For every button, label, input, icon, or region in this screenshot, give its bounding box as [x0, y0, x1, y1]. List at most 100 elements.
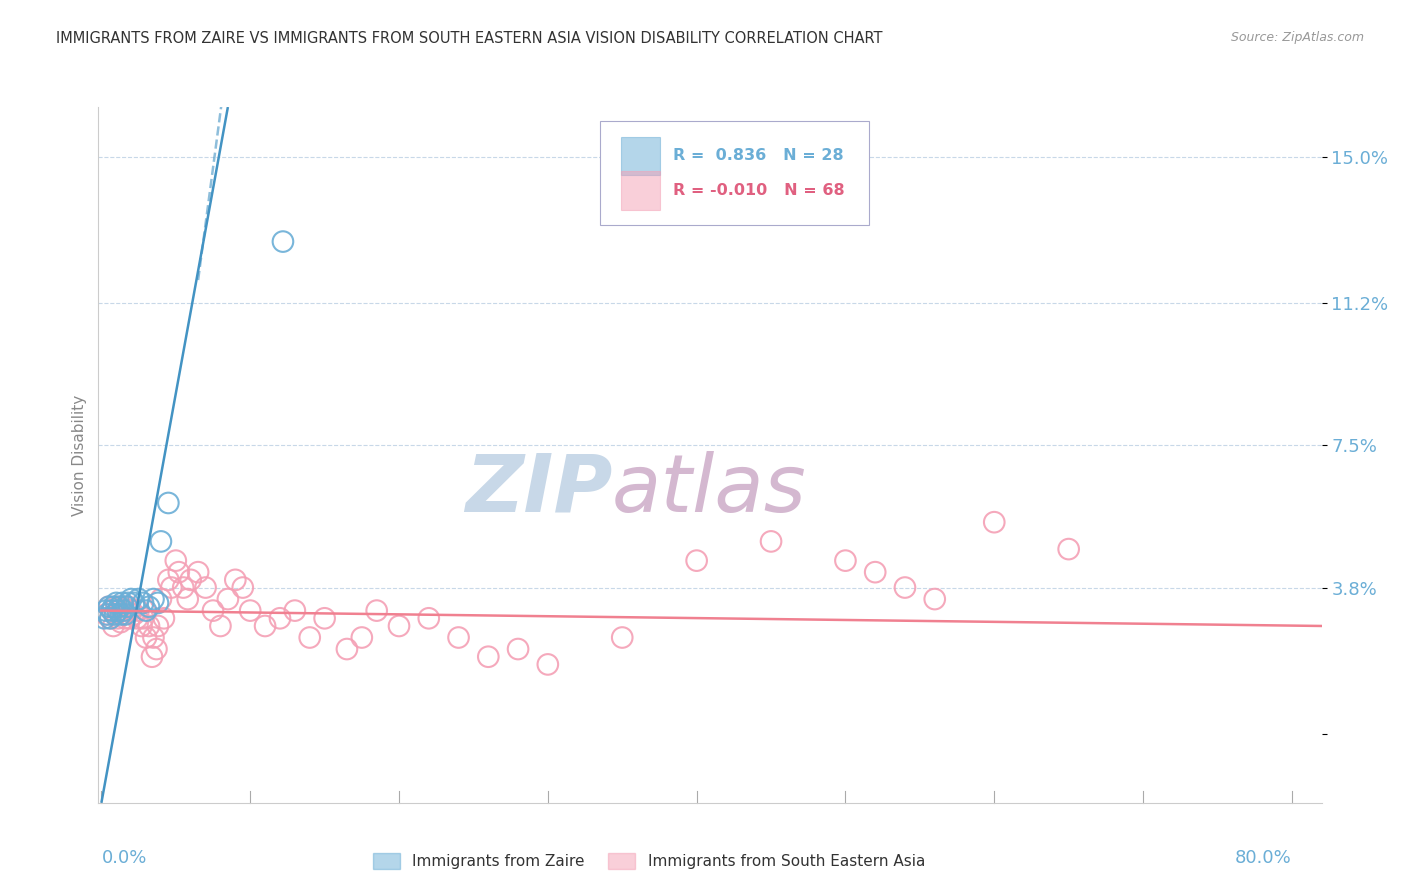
Point	[685, 554, 707, 568]
Point	[97, 599, 120, 614]
Point	[127, 611, 149, 625]
Point	[180, 573, 202, 587]
Text: R =  0.836   N = 28: R = 0.836 N = 28	[673, 148, 844, 163]
Point	[366, 604, 388, 618]
Point	[177, 592, 200, 607]
Point	[104, 607, 127, 622]
Point	[142, 592, 165, 607]
Point	[149, 534, 172, 549]
Point	[336, 642, 359, 657]
Point	[112, 607, 135, 622]
Point	[105, 596, 128, 610]
Point	[759, 534, 782, 549]
Point	[138, 599, 160, 614]
Point	[135, 604, 157, 618]
Point	[217, 592, 239, 607]
Point	[167, 565, 190, 579]
Point	[145, 642, 167, 657]
Point	[254, 619, 277, 633]
Text: 0.0%: 0.0%	[101, 849, 146, 867]
Point	[107, 611, 129, 625]
Point	[201, 604, 224, 618]
Point	[149, 592, 172, 607]
Point	[107, 604, 129, 618]
Point	[110, 607, 132, 622]
Point	[98, 611, 121, 625]
Point	[96, 607, 118, 622]
Point	[209, 619, 232, 633]
Point	[103, 619, 125, 633]
Point	[983, 515, 1005, 529]
Point	[172, 581, 194, 595]
Point	[132, 596, 155, 610]
Point	[101, 604, 124, 618]
Point	[612, 631, 634, 645]
Point	[157, 496, 180, 510]
Point	[418, 611, 440, 625]
Y-axis label: Vision Disability: Vision Disability	[72, 394, 87, 516]
Text: Source: ZipAtlas.com: Source: ZipAtlas.com	[1230, 31, 1364, 45]
Point	[269, 611, 291, 625]
Legend: Immigrants from Zaire, Immigrants from South Eastern Asia: Immigrants from Zaire, Immigrants from S…	[367, 847, 931, 875]
Point	[105, 599, 128, 614]
Point	[101, 604, 124, 618]
Point	[110, 615, 132, 629]
Point	[117, 599, 139, 614]
Point	[314, 611, 336, 625]
Point	[112, 604, 135, 618]
Point	[388, 619, 411, 633]
Point	[98, 611, 121, 625]
Point	[108, 604, 131, 618]
Point	[138, 619, 160, 633]
Point	[141, 649, 163, 664]
Point	[108, 599, 131, 614]
Point	[118, 611, 141, 625]
Point	[165, 554, 187, 568]
Point	[187, 565, 209, 579]
Point	[506, 642, 529, 657]
Text: ZIP: ZIP	[465, 450, 612, 529]
Point	[1057, 542, 1080, 557]
Point	[157, 573, 180, 587]
Point	[114, 611, 136, 625]
Point	[298, 631, 321, 645]
Text: R = -0.010   N = 68: R = -0.010 N = 68	[673, 183, 845, 198]
Point	[160, 581, 183, 595]
Point	[132, 611, 155, 625]
Point	[477, 649, 499, 664]
Point	[834, 554, 856, 568]
Point	[232, 581, 254, 595]
Point	[863, 565, 886, 579]
Point	[111, 596, 134, 610]
Bar	[620, 136, 659, 175]
Point	[924, 592, 946, 607]
Point	[350, 631, 373, 645]
FancyBboxPatch shape	[600, 121, 869, 226]
Point	[271, 235, 294, 249]
Point	[111, 599, 134, 614]
Point	[117, 596, 139, 610]
Text: atlas: atlas	[612, 450, 807, 529]
Point	[97, 599, 120, 614]
Point	[115, 604, 138, 618]
Point	[537, 657, 560, 672]
Point	[114, 607, 136, 622]
Point	[120, 592, 142, 607]
Point	[93, 611, 115, 625]
Point	[128, 604, 150, 618]
Bar	[620, 171, 659, 210]
Point	[146, 596, 169, 610]
Point	[131, 619, 153, 633]
Point	[146, 619, 169, 633]
Point	[894, 581, 917, 595]
Point	[142, 631, 165, 645]
Point	[94, 604, 117, 618]
Point	[115, 599, 138, 614]
Text: 80.0%: 80.0%	[1234, 849, 1292, 867]
Point	[122, 596, 145, 610]
Point	[120, 604, 142, 618]
Point	[135, 631, 157, 645]
Point	[104, 607, 127, 622]
Point	[447, 631, 470, 645]
Point	[122, 607, 145, 622]
